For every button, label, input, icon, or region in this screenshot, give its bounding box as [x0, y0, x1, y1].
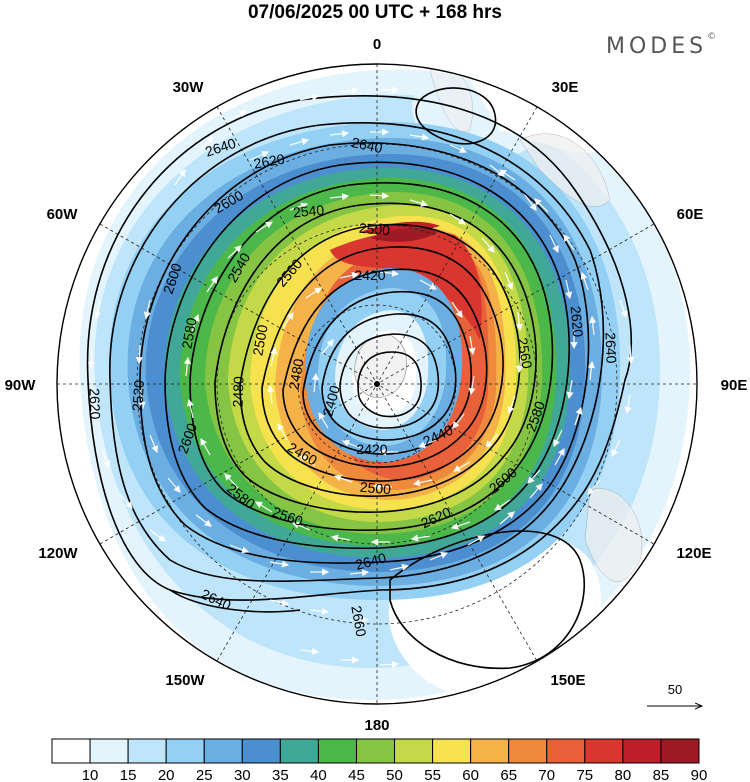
colorbar-swatch	[584, 738, 624, 764]
contour-label: 2620	[86, 388, 103, 420]
brand-logo: MODES©	[606, 32, 717, 59]
colorbar-swatch	[394, 738, 434, 764]
contour-label: 2640	[602, 332, 619, 364]
colorbar-tick-label: 60	[462, 767, 479, 782]
lon-label-0: 0	[373, 36, 381, 53]
contour-label: 2500	[358, 220, 391, 239]
lon-label-120w: 120W	[38, 545, 78, 562]
colorbar-swatch	[622, 738, 662, 764]
colorbar-tick-label: 20	[158, 767, 175, 782]
colorbar-tick-label: 10	[82, 767, 99, 782]
contour-label: 2480	[229, 376, 246, 408]
brand-name: MODES	[606, 34, 708, 59]
lon-label-30e: 30E	[552, 79, 579, 96]
colorbar-swatch	[546, 738, 586, 764]
lon-label-150e: 150E	[550, 672, 585, 689]
lon-label-150w: 150W	[165, 672, 205, 689]
colorbar: 10 15 20 25 30 35 40 45 50 55 60 65 70 75 80 85 90	[51, 738, 708, 782]
contour-label: 2500	[359, 479, 392, 498]
contour-label: 2400	[319, 383, 343, 417]
contour-label: 2540	[292, 202, 325, 221]
contour-label: 2640	[350, 134, 384, 156]
colorbar-swatch	[51, 738, 91, 764]
colorbar-tick-label: 50	[386, 767, 403, 782]
map-boundary	[56, 63, 698, 705]
contour-label: 2620	[252, 150, 286, 171]
colorbar-swatch	[89, 738, 129, 764]
lon-label-30w: 30W	[173, 79, 205, 96]
lon-label-180: 180	[364, 717, 389, 734]
colorbar-tick-label: 90	[691, 767, 708, 782]
lon-label-90w: 90W	[5, 377, 37, 394]
colorbar-tick-label: 80	[615, 767, 632, 782]
lon-label-120e: 120E	[676, 545, 711, 562]
contour-label: 2500	[249, 323, 270, 357]
copyright-mark: ©	[707, 32, 717, 42]
contour-label: 2420	[356, 441, 387, 457]
colorbar-swatch	[165, 738, 205, 764]
colorbar-tick-label: 40	[310, 767, 327, 782]
colorbar-tick-label: 55	[424, 767, 441, 782]
colorbar-swatch	[660, 738, 700, 764]
contour-label: 2420	[354, 267, 385, 283]
colorbar-swatch	[203, 738, 243, 764]
height-contours	[86, 87, 633, 670]
colorbar-swatch	[432, 738, 472, 764]
contour-label: 2520	[129, 379, 147, 411]
contour-label: 2660	[348, 604, 369, 638]
colorbar-tick-label: 75	[576, 767, 593, 782]
colorbar-tick-label: 30	[234, 767, 251, 782]
contour-label: 2640	[354, 549, 388, 573]
colorbar-tick-label: 65	[500, 767, 517, 782]
reference-vector-label: 50	[668, 682, 682, 697]
colorbar-swatch	[317, 738, 357, 764]
colorbar-swatch	[241, 738, 281, 764]
contour-label: 2620	[568, 305, 587, 338]
colorbar-swatch	[279, 738, 319, 764]
colorbar-swatch	[470, 738, 510, 764]
lon-label-90e: 90E	[721, 377, 748, 394]
contour-label: 2580	[178, 316, 199, 350]
colorbar-tick-label: 35	[272, 767, 289, 782]
colorbar-tick-label: 45	[348, 767, 365, 782]
contour-label: 2560	[514, 336, 535, 370]
colorbar-tick-label: 15	[120, 767, 137, 782]
map-title: 07/06/2025 00 UTC + 168 hrs	[247, 2, 503, 23]
colorbar-tick-label: 85	[653, 767, 670, 782]
colorbar-swatch	[355, 738, 396, 764]
lon-label-60w: 60W	[47, 206, 79, 223]
lon-label-60e: 60E	[677, 206, 704, 223]
colorbar-swatch	[127, 738, 167, 764]
wind-vectors	[87, 86, 635, 668]
south-pole-marker	[374, 381, 380, 387]
colorbar-tick-label: 70	[538, 767, 555, 782]
colorbar-swatch	[508, 738, 548, 764]
contour-label: 2480	[285, 357, 306, 391]
colorbar-tick-label: 25	[196, 767, 213, 782]
